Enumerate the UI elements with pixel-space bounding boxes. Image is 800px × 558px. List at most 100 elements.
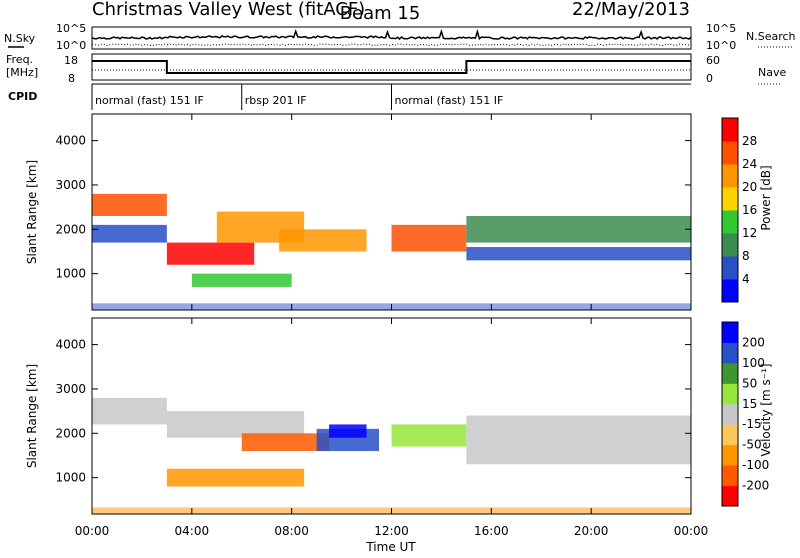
- velocity-y-tick-label: 1000: [55, 471, 86, 485]
- velocity-colorbar: 200 100 50 15 -15 -50 -100 -200: [721, 321, 769, 507]
- power-panel: 1000 2000 3000 4000 Slant Range [km] 28 24 20…: [25, 113, 773, 311]
- freq-label-line1: Freq.: [6, 53, 33, 66]
- time-axis-ticks: 00:00 04:00 08:00 12:00 16:00 20:00 00:00: [75, 114, 709, 538]
- nsearch-trace: [91, 43, 692, 47]
- power-y-tick-label: 2000: [55, 222, 86, 236]
- power-colorbar-tick: 20: [742, 180, 757, 194]
- velocity-band: [466, 415, 691, 465]
- power-colorbar: 28 24 20 16 12 8 4: [721, 117, 757, 303]
- power-y-tick-label: 3000: [55, 178, 86, 192]
- power-band: [466, 247, 691, 261]
- date-title: 22/May/2013: [572, 0, 690, 20]
- power-colorbar-tick: 12: [742, 226, 757, 240]
- beam-title: Beam 15: [340, 3, 421, 24]
- cpid-panel: CPID normal (fast) 151 IF rbsp 201 IF norm…: [8, 83, 691, 110]
- power-band: [279, 229, 367, 252]
- velocity-y-tick-label: 4000: [55, 338, 86, 352]
- power-band: [466, 215, 691, 243]
- freq-right-tick-top: 60: [706, 54, 720, 67]
- velocity-y-tick-label: 2000: [55, 426, 86, 440]
- velocity-colorbar-step: [722, 383, 738, 405]
- nsky-left-tick-top: 10^5: [56, 22, 86, 35]
- power-y-label: Slant Range [km]: [25, 160, 39, 264]
- cpid-label: CPID: [8, 90, 37, 103]
- velocity-y-label: Slant Range [km]: [25, 364, 39, 468]
- station-title: Christmas Valley West (fitACF): [92, 0, 365, 20]
- freq-label-line2: [MHz]: [6, 66, 38, 79]
- power-colorbar-tick: 28: [742, 134, 757, 148]
- power-band: [391, 224, 467, 252]
- nsky-right-tick-bottom: 10^0: [706, 39, 736, 52]
- power-y-tick-label: 1000: [55, 267, 86, 281]
- velocity-colorbar-step: [722, 424, 738, 446]
- cpid-segments: normal (fast) 151 IF rbsp 201 IF normal (f…: [91, 84, 504, 110]
- power-colorbar-step: [722, 233, 738, 257]
- nsky-label: N.Sky: [4, 32, 36, 45]
- velocity-colorbar-tick: 15: [742, 397, 757, 411]
- velocity-colorbar-step: [722, 444, 738, 466]
- velocity-colorbar-label: Velocity [m s⁻¹]: [759, 363, 773, 456]
- power-band: [191, 273, 292, 287]
- velocity-band: [92, 397, 167, 425]
- time-tick-label: 12:00: [374, 524, 409, 538]
- power-colorbar-step: [722, 187, 738, 211]
- freq-panel: Freq. [MHz] 18 8 60 0 Nave: [6, 53, 786, 85]
- velocity-colorbar-tick: 100: [742, 356, 765, 370]
- cpid-segment-label: normal (fast) 151 IF: [95, 94, 204, 107]
- time-tick-label: 00:00: [674, 524, 709, 538]
- velocity-colorbar-step: [722, 465, 738, 487]
- velocity-colorbar-step: [722, 403, 738, 425]
- velocity-colorbar-tick: -15: [742, 417, 762, 431]
- velocity-y-tick-label: 3000: [55, 382, 86, 396]
- nsky-trace: [91, 28, 692, 41]
- time-tick-label: 08:00: [274, 524, 309, 538]
- power-colorbar-tick: 4: [742, 272, 750, 286]
- velocity-colorbar-tick: -50: [742, 438, 762, 452]
- power-colorbar-step: [722, 256, 738, 280]
- velocity-colorbar-step: [722, 342, 738, 364]
- power-colorbar-tick: 24: [742, 157, 757, 171]
- time-tick-label: 00:00: [75, 524, 110, 538]
- freq-left-tick-top: 18: [64, 54, 78, 67]
- time-axis-label: Time UT: [365, 540, 416, 554]
- power-colorbar-tick: 8: [742, 249, 750, 263]
- time-tick-label: 16:00: [474, 524, 509, 538]
- nsky-right-tick-top: 10^5: [706, 22, 736, 35]
- velocity-band: [166, 468, 305, 487]
- power-colorbar-step: [722, 141, 738, 165]
- time-tick-label: 20:00: [574, 524, 609, 538]
- power-band: [166, 242, 255, 265]
- velocity-colorbar-tick: -100: [742, 458, 769, 472]
- power-colorbar-step: [722, 210, 738, 234]
- time-tick-label: 04:00: [175, 524, 210, 538]
- power-y-tick-label: 4000: [55, 134, 86, 148]
- velocity-panel: 1000 2000 3000 4000 Slant Range [km] 200 100…: [25, 317, 773, 515]
- velocity-colorbar-step: [722, 322, 738, 343]
- power-colorbar-tick: 16: [742, 203, 757, 217]
- velocity-band: [391, 424, 467, 447]
- power-colorbar-step: [722, 279, 738, 303]
- freq-left-tick-bottom: 8: [68, 72, 75, 85]
- velocity-band: [329, 424, 367, 438]
- power-colorbar-label: Power [dB]: [759, 165, 773, 230]
- power-colorbar-step: [722, 118, 738, 142]
- nsearch-label: N.Search: [746, 30, 796, 43]
- nave-label: Nave: [758, 66, 786, 79]
- power-band: [92, 224, 167, 243]
- freq-right-tick-bottom: 0: [706, 72, 713, 85]
- velocity-colorbar-step: [722, 362, 738, 384]
- velocity-band: [241, 433, 330, 452]
- cpid-segment-label: rbsp 201 IF: [245, 94, 307, 107]
- velocity-colorbar-tick: 50: [742, 376, 757, 390]
- velocity-y-ticks: 1000 2000 3000 4000: [55, 338, 691, 485]
- nsky-panel: N.Sky 10^5 10^0 10^5 10^0 N.Search: [4, 22, 796, 52]
- power-y-ticks: 1000 2000 3000 4000: [55, 134, 691, 281]
- velocity-colorbar-step: [722, 485, 738, 507]
- velocity-band: [166, 411, 305, 438]
- velocity-colorbar-tick: 200: [742, 335, 765, 349]
- nsky-left-tick-bottom: 10^0: [56, 39, 86, 52]
- freq-trace: [92, 60, 691, 74]
- cpid-segment-label: normal (fast) 151 IF: [395, 94, 504, 107]
